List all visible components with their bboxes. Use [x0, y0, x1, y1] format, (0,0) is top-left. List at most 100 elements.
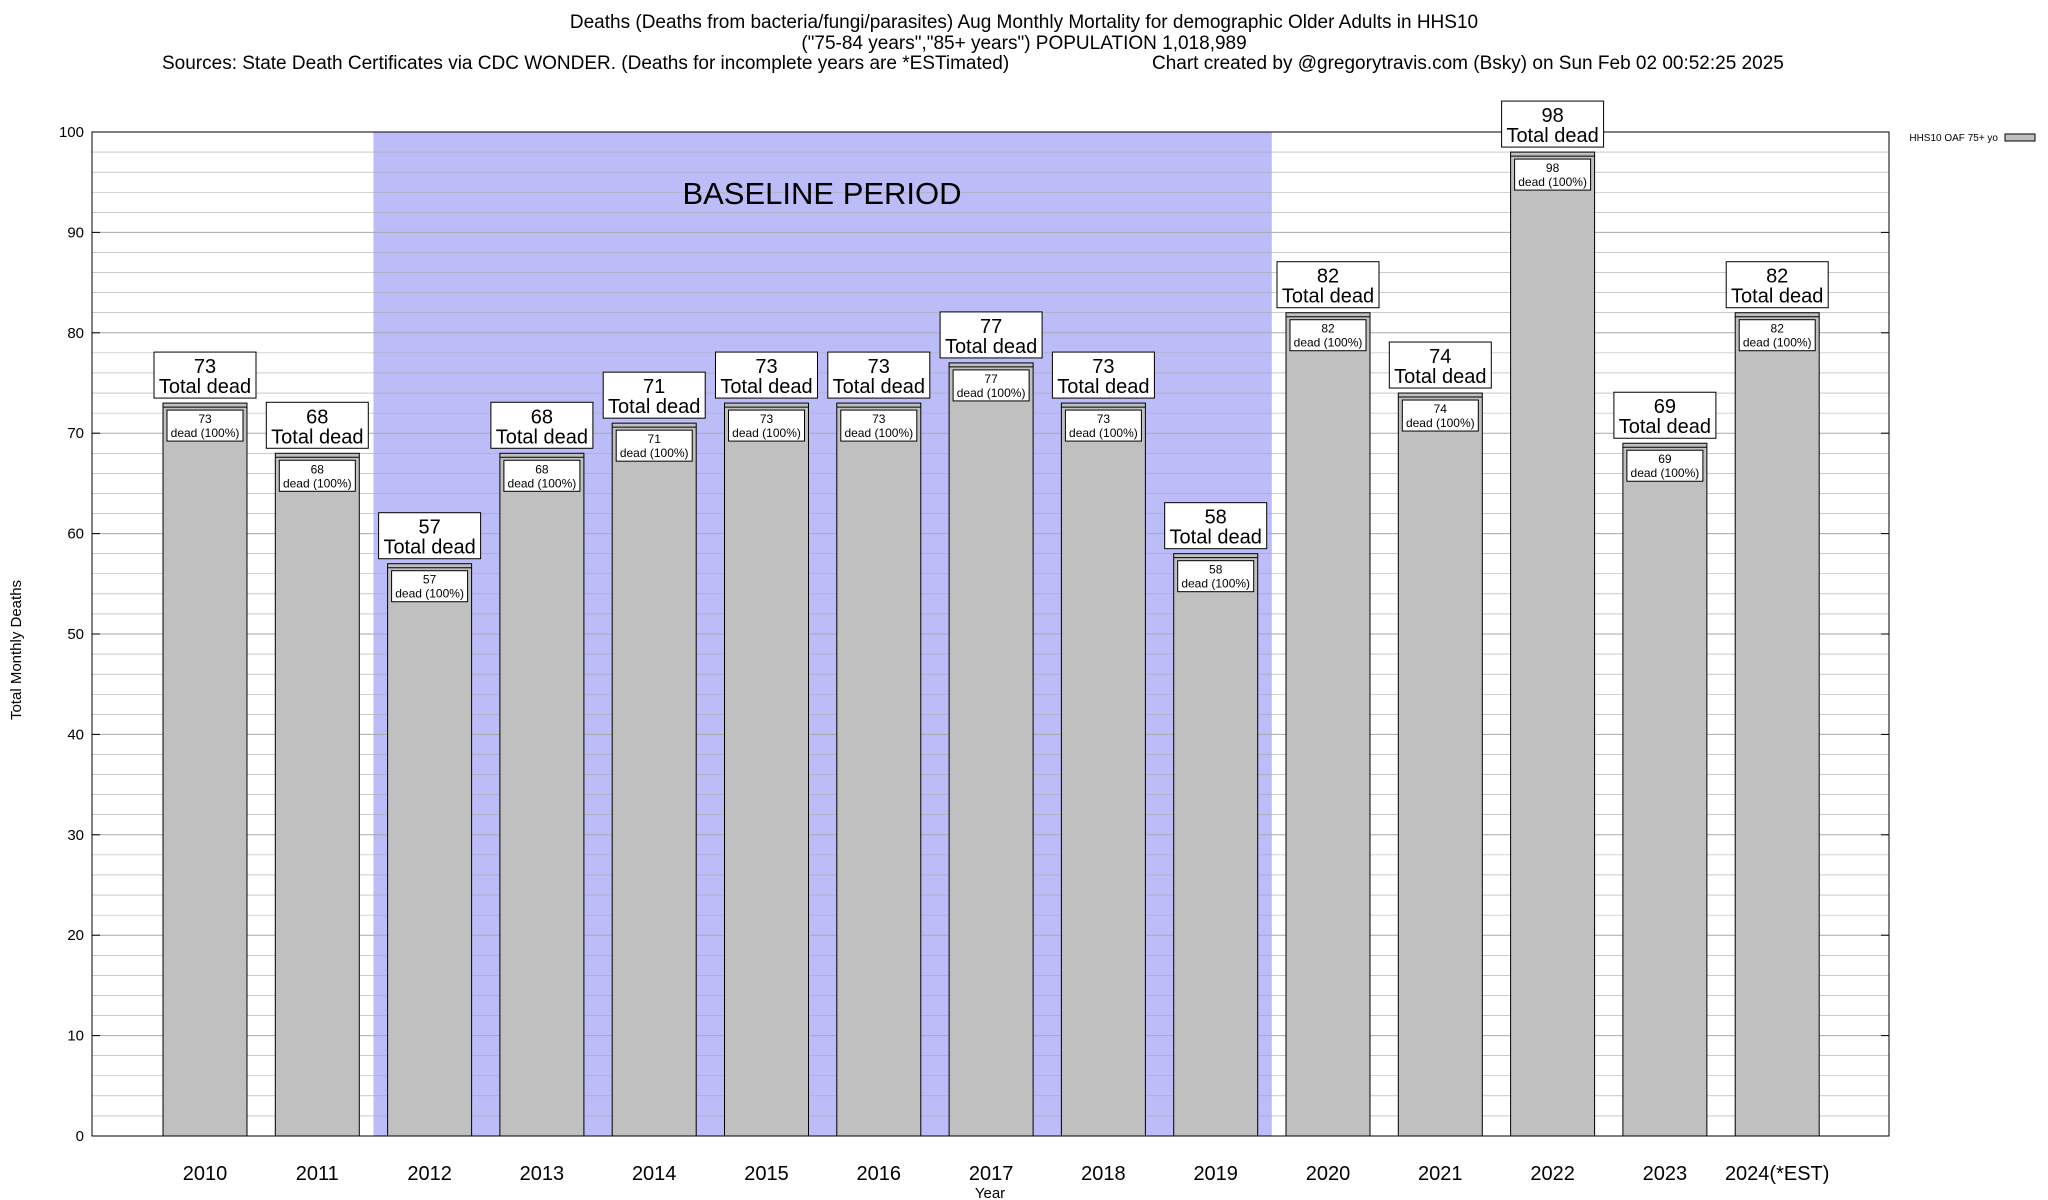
- y-tick-label: 90: [67, 224, 84, 241]
- total-label-text: Total dead: [383, 537, 475, 559]
- total-label-text: Total dead: [833, 376, 925, 398]
- bar: [1173, 553, 1259, 1137]
- total-label-text: Total dead: [1731, 286, 1823, 308]
- bar: [387, 563, 473, 1137]
- y-tick-label: 100: [59, 124, 84, 141]
- total-label-box: [715, 351, 818, 399]
- y-tick-label: 50: [67, 626, 84, 643]
- y-tick-label: 0: [76, 1128, 84, 1145]
- y-tick-label: 10: [67, 1028, 84, 1045]
- x-tick-label: 2024(*EST): [1725, 1163, 1830, 1185]
- total-label-value: 73: [868, 356, 890, 378]
- total-label-box: [490, 401, 594, 449]
- x-tick-label: 2012: [407, 1163, 452, 1185]
- y-tick-label: 40: [67, 726, 84, 743]
- baseline-label: BASELINE PERIOD: [682, 176, 961, 211]
- y-axis-title: Total Monthly Deaths: [8, 580, 25, 720]
- y-tick-label: 80: [67, 325, 84, 342]
- total-label-value: 74: [1429, 346, 1451, 368]
- total-label-box: [1501, 100, 1605, 148]
- bar: [724, 402, 809, 1137]
- x-tick-label: 2013: [520, 1163, 565, 1185]
- inner-label-text: dead (100%): [1518, 175, 1587, 189]
- inner-label-value: 82: [1321, 322, 1335, 336]
- x-tick-label: 2014: [632, 1163, 677, 1185]
- total-label-value: 73: [1092, 356, 1114, 378]
- total-label-text: Total dead: [1282, 286, 1374, 308]
- bar: [1622, 442, 1708, 1137]
- total-label-value: 68: [531, 406, 553, 428]
- total-label-value: 57: [418, 517, 440, 539]
- y-tick-label: 30: [67, 827, 84, 844]
- inner-label-value: 73: [1097, 412, 1111, 426]
- x-axis-title: Year: [975, 1185, 1005, 1200]
- x-tick-label: 2017: [969, 1163, 1014, 1185]
- bar: [836, 402, 922, 1137]
- total-label-value: 69: [1654, 396, 1676, 418]
- inner-label-value: 68: [311, 462, 325, 476]
- total-label-value: 98: [1541, 105, 1563, 127]
- x-tick-label: 2019: [1193, 1163, 1238, 1185]
- inner-label-value: 74: [1434, 402, 1448, 416]
- inner-label-value: 73: [198, 412, 212, 426]
- x-tick-label: 2011: [296, 1163, 339, 1185]
- legend-label: HHS10 OAF 75+ yo: [1909, 133, 1998, 144]
- inner-label-text: dead (100%): [620, 446, 689, 460]
- inner-label-value: 58: [1209, 563, 1223, 577]
- total-label-value: 68: [306, 406, 328, 428]
- total-label-box: [1613, 391, 1717, 439]
- x-tick-label: 2010: [183, 1163, 228, 1185]
- inner-label-box: [1177, 560, 1255, 593]
- total-label-value: 77: [980, 316, 1002, 338]
- inner-label-text: dead (100%): [1181, 577, 1250, 591]
- inner-label-text: dead (100%): [171, 426, 240, 440]
- inner-label-box: [391, 570, 469, 603]
- bar: [1397, 392, 1483, 1137]
- inner-label-value: 82: [1771, 322, 1785, 336]
- total-label-value: 82: [1317, 266, 1339, 288]
- total-label-box: [265, 401, 369, 449]
- total-label-text: Total dead: [945, 336, 1037, 358]
- inner-label-text: dead (100%): [732, 426, 801, 440]
- total-label-text: Total dead: [720, 376, 812, 398]
- bar: [1734, 312, 1820, 1137]
- inner-label-box: [728, 409, 805, 442]
- total-label-box: [1725, 261, 1829, 309]
- bar: [611, 422, 697, 1137]
- total-label-box: [1051, 351, 1155, 399]
- inner-label-box: [166, 409, 244, 442]
- inner-label-text: dead (100%): [395, 587, 464, 601]
- bar: [274, 452, 360, 1137]
- chart-title-line2: ("75-84 years","85+ years") POPULATION 1…: [801, 33, 1247, 54]
- total-label-text: Total dead: [496, 426, 588, 448]
- inner-label-box: [952, 369, 1030, 402]
- total-label-text: Total dead: [1619, 416, 1711, 438]
- inner-label-value: 73: [872, 412, 886, 426]
- total-label-text: Total dead: [1506, 125, 1598, 147]
- inner-label-box: [1064, 409, 1142, 442]
- inner-label-text: dead (100%): [1743, 336, 1812, 350]
- total-label-value: 71: [643, 376, 665, 398]
- total-label-text: Total dead: [1170, 527, 1262, 549]
- total-label-value: 73: [755, 356, 777, 378]
- inner-label-box: [503, 459, 581, 492]
- legend-swatch: [2004, 133, 2036, 142]
- total-label-value: 73: [194, 356, 216, 378]
- bar: [499, 452, 585, 1137]
- inner-label-box: [1289, 319, 1367, 352]
- total-label-text: Total dead: [1057, 376, 1149, 398]
- chart-sources: Sources: State Death Certificates via CD…: [162, 53, 1010, 74]
- total-label-box: [827, 351, 931, 399]
- y-tick-label: 70: [67, 425, 84, 442]
- total-label-text: Total dead: [608, 396, 700, 418]
- bar: [1510, 151, 1596, 1137]
- bar: [162, 402, 248, 1137]
- inner-label-text: dead (100%): [844, 426, 913, 440]
- x-tick-label: 2022: [1530, 1163, 1575, 1185]
- x-tick-label: 2018: [1081, 1163, 1126, 1185]
- y-tick-label: 60: [67, 526, 84, 543]
- total-label-box: [939, 311, 1043, 359]
- inner-label-text: dead (100%): [1406, 416, 1475, 430]
- x-tick-label: 2020: [1306, 1163, 1351, 1185]
